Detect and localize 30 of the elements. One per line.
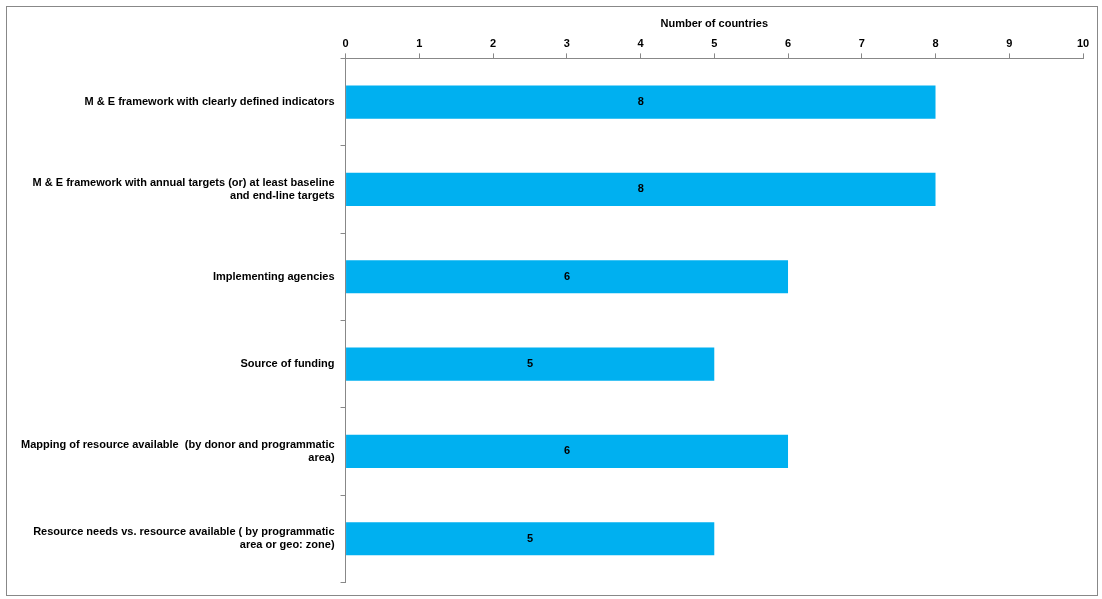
x-tick-label: 10 — [1076, 36, 1090, 49]
x-tick-label: 2 — [489, 36, 497, 49]
x-tick-label: 5 — [711, 36, 718, 49]
x-tick-label: 3 — [563, 36, 570, 49]
bar — [346, 260, 789, 294]
bar — [346, 172, 936, 206]
data-label: 8 — [637, 95, 644, 108]
data-label: 6 — [563, 444, 571, 457]
x-tick-label: 1 — [416, 36, 423, 49]
y-tick-label: Source of funding — [240, 357, 335, 370]
y-tick-label: Resource needs vs. resource available ( by programmatic area or geo: zone) — [33, 525, 335, 551]
bar — [346, 522, 715, 556]
data-label: 5 — [527, 357, 534, 370]
y-tick-label: Mapping of resource available (by donor and programmatic area) — [21, 437, 335, 464]
bar — [346, 85, 936, 119]
data-label: 5 — [527, 531, 534, 544]
y-tick-label: M & E framework with annual targets (or) at least baseline and end-line targets — [32, 175, 335, 202]
x-tick-label: 0 — [342, 36, 349, 49]
bar — [346, 434, 789, 468]
y-tick-label: Implementing agencies — [212, 269, 335, 282]
x-tick-label: 6 — [784, 36, 792, 49]
data-label: 6 — [563, 269, 571, 282]
x-axis-title: Number of countries — [660, 16, 769, 29]
x-tick-label: 8 — [932, 36, 939, 49]
y-tick-label: M & E framework with clearly defined indicators — [84, 95, 335, 108]
x-tick-label: 9 — [1006, 36, 1013, 49]
x-tick-label: 7 — [858, 36, 865, 49]
data-label: 8 — [637, 182, 644, 195]
bar — [346, 347, 715, 381]
x-tick-label: 4 — [637, 36, 645, 49]
